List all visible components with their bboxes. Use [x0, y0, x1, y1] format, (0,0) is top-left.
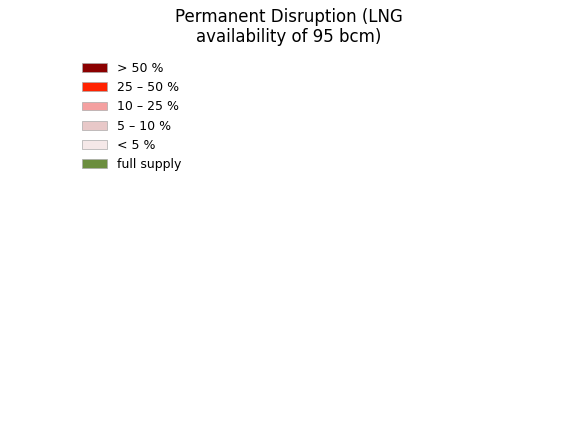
Title: Permanent Disruption (LNG
availability of 95 bcm): Permanent Disruption (LNG availability o…	[175, 8, 403, 46]
Legend: > 50 %, 25 – 50 %, 10 – 25 %, 5 – 10 %, < 5 %, full supply: > 50 %, 25 – 50 %, 10 – 25 %, 5 – 10 %, …	[77, 57, 186, 176]
